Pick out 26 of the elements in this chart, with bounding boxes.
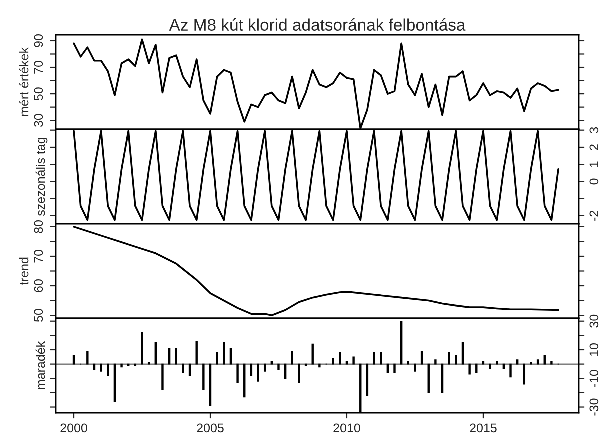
x-tick-label: 2005 [197,424,224,433]
y-axis-title: mért értékek [19,48,29,116]
x-tick-label: 2010 [334,424,360,433]
y-tick-label: 70 [34,250,44,263]
y-tick-label: 10 [590,344,599,356]
y-tick-label: 50 [34,88,44,101]
y-tick-label: 0 [590,178,599,185]
y-tick-label: 2 [590,144,598,150]
y-tick-label: -2 [590,211,598,221]
y-tick-label: 90 [34,34,44,48]
y-tick-label: 70 [34,61,44,74]
y-tick-label: -10 [590,370,599,388]
y-tick-label: 50 [34,309,44,322]
y-tick-label: 60 [34,280,44,292]
y-tick-label: 80 [34,220,44,234]
chart-title: Az M8 kút klorid adatsorának felbontása [169,18,466,31]
x-tick-label: 2015 [470,424,497,433]
x-tick-label: 2000 [60,424,88,433]
y-tick-label: -30 [590,398,599,416]
y-axis-title: szezonális tag [36,138,48,216]
y-axis-title: maradék [36,341,46,390]
y-tick-label: 30 [590,314,599,328]
y-tick-label: 1 [590,162,598,168]
y-tick-label: 30 [34,114,44,128]
y-tick-label: 3 [590,127,599,134]
y-axis-title: trend [20,258,29,286]
